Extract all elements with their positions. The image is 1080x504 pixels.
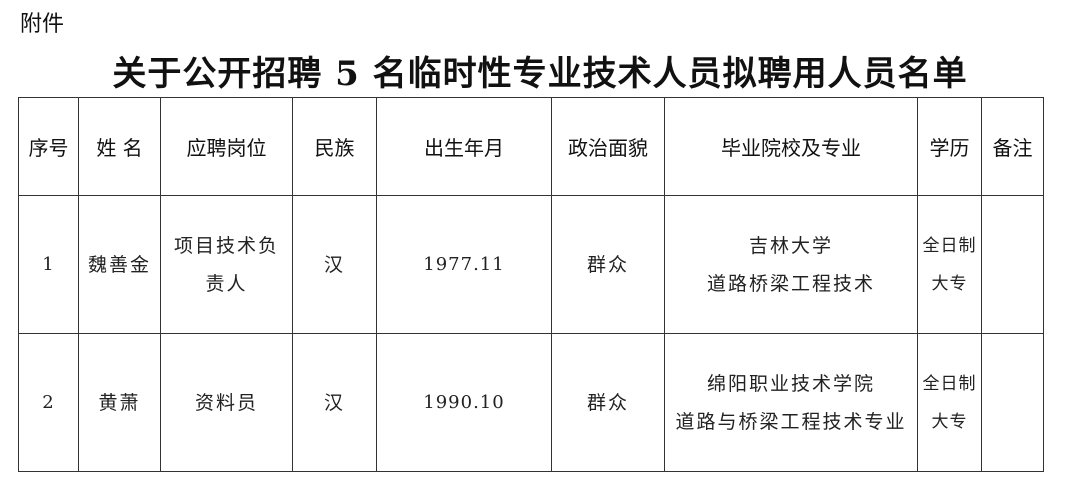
education-line: 全日制: [922, 235, 977, 256]
header-position: 应聘岗位: [160, 97, 293, 196]
header-political: 政治面貌: [551, 97, 665, 196]
cell-name: 魏善金: [78, 195, 161, 334]
education-line: 大专: [931, 411, 968, 432]
position-line: 项目技术负: [173, 234, 279, 257]
cell-position: 项目技术负 责人: [160, 195, 293, 334]
cell-education: 全日制 大专: [917, 333, 982, 472]
attachment-label: 附件: [20, 12, 65, 37]
header-name: 姓 名: [78, 97, 161, 196]
cell-school: 绵阳职业技术学院 道路与桥梁工程技术专业: [664, 333, 918, 472]
header-row: 序号 姓 名 应聘岗位 民族 出生年月 政治面貌 毕业院校及专业 学历 备注: [18, 97, 1044, 196]
header-remark: 备注: [981, 97, 1044, 196]
header-birth: 出生年月: [376, 97, 552, 196]
cell-political: 群众: [551, 195, 665, 334]
cell-remark: [981, 333, 1044, 472]
cell-name: 黄萧: [78, 333, 161, 472]
school-line: 道路与桥梁工程技术专业: [675, 410, 907, 433]
position-line: 责人: [205, 272, 248, 295]
cell-ethnicity: 汉: [292, 333, 377, 472]
position-line: 资料员: [194, 391, 258, 414]
document-title: 关于公开招聘 5 名临时性专业技术人员拟聘用人员名单: [112, 54, 968, 94]
cell-political: 群众: [551, 333, 665, 472]
education-line: 大专: [931, 273, 968, 294]
cell-no: 1: [18, 195, 79, 334]
cell-education: 全日制 大专: [917, 195, 982, 334]
cell-no: 2: [18, 333, 79, 472]
cell-birth: 1977.11: [376, 195, 552, 334]
table-row: 1 魏善金 项目技术负 责人 汉 1977.11 群众 吉林大学 道路桥梁工程技…: [18, 195, 1044, 334]
cell-position: 资料员: [160, 333, 293, 472]
cell-remark: [981, 195, 1044, 334]
education-line: 全日制: [922, 373, 977, 394]
table-row: 2 黄萧 资料员 汉 1990.10 群众 绵阳职业技术学院 道路与桥梁工程技术…: [18, 333, 1044, 472]
header-ethnicity: 民族: [292, 97, 377, 196]
cell-ethnicity: 汉: [292, 195, 377, 334]
school-line: 绵阳职业技术学院: [706, 372, 875, 395]
header-school: 毕业院校及专业: [664, 97, 918, 196]
header-no: 序号: [18, 97, 79, 196]
header-education: 学历: [917, 97, 982, 196]
candidate-table: 序号 姓 名 应聘岗位 民族 出生年月 政治面貌 毕业院校及专业 学历 备注 1…: [18, 97, 1044, 472]
school-line: 吉林大学: [748, 234, 833, 257]
cell-birth: 1990.10: [376, 333, 552, 472]
school-line: 道路桥梁工程技术: [706, 272, 875, 295]
cell-school: 吉林大学 道路桥梁工程技术: [664, 195, 918, 334]
